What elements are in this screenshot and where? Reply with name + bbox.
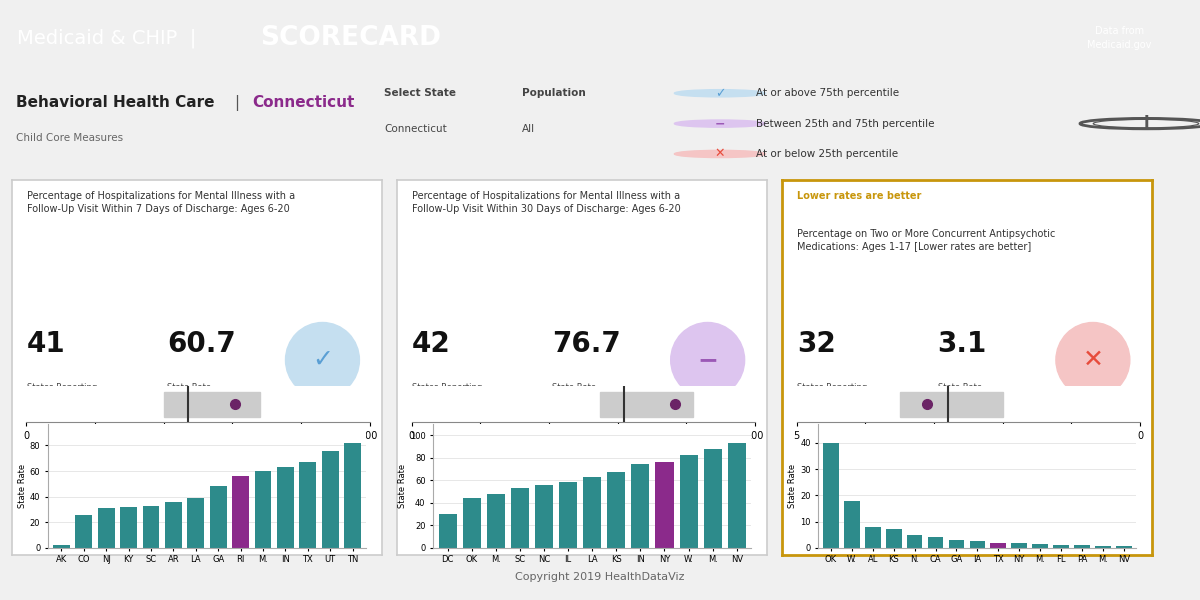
- Bar: [322, 451, 338, 548]
- Y-axis label: State Rate: State Rate: [398, 464, 407, 508]
- FancyBboxPatch shape: [600, 392, 694, 416]
- Bar: [1096, 546, 1111, 548]
- Bar: [559, 482, 577, 548]
- Bar: [1116, 547, 1132, 548]
- Circle shape: [674, 151, 766, 158]
- Text: 42: 42: [412, 330, 451, 358]
- Bar: [703, 449, 721, 548]
- Text: *across all populations: *across all populations: [797, 405, 876, 411]
- Bar: [886, 529, 901, 548]
- Bar: [907, 535, 923, 548]
- Text: 60.7: 60.7: [167, 330, 236, 358]
- Text: ✕: ✕: [715, 148, 725, 160]
- Bar: [166, 502, 182, 548]
- Bar: [607, 472, 625, 548]
- Bar: [679, 455, 697, 548]
- Text: Between 25th and 75th percentile: Between 25th and 75th percentile: [756, 119, 935, 128]
- Bar: [727, 443, 745, 548]
- Text: ✓: ✓: [715, 87, 725, 100]
- Bar: [631, 464, 649, 548]
- Bar: [98, 508, 115, 548]
- Bar: [120, 507, 137, 548]
- Bar: [53, 545, 70, 548]
- Text: 3.1: 3.1: [937, 330, 986, 358]
- Bar: [1032, 544, 1048, 548]
- Bar: [76, 515, 92, 548]
- Text: States Reporting: States Reporting: [412, 383, 482, 391]
- Text: State Rate: State Rate: [937, 383, 982, 391]
- Text: −: −: [697, 348, 718, 372]
- Text: Percentage of Hospitalizations for Mental Illness with a
Follow-Up Visit Within : Percentage of Hospitalizations for Menta…: [412, 191, 680, 214]
- Circle shape: [1056, 323, 1130, 397]
- Bar: [865, 527, 881, 548]
- Bar: [928, 538, 943, 548]
- Bar: [232, 476, 248, 548]
- Bar: [299, 462, 316, 548]
- Text: State Rate: State Rate: [552, 383, 596, 391]
- Text: Medicaid & CHIP  |: Medicaid & CHIP |: [17, 28, 209, 48]
- Bar: [210, 487, 227, 548]
- Circle shape: [674, 120, 766, 127]
- Bar: [535, 485, 553, 548]
- Bar: [990, 542, 1006, 548]
- Text: Behavioral Health Care: Behavioral Health Care: [16, 95, 214, 110]
- FancyBboxPatch shape: [163, 392, 259, 416]
- Text: *across all populations: *across all populations: [26, 405, 106, 411]
- Text: Connecticut: Connecticut: [384, 124, 446, 134]
- Text: ✓: ✓: [312, 348, 332, 372]
- Bar: [487, 494, 505, 548]
- Bar: [344, 443, 361, 548]
- Bar: [1054, 545, 1069, 548]
- Text: At or above 75th percentile: At or above 75th percentile: [756, 88, 899, 98]
- Bar: [254, 471, 271, 548]
- Bar: [970, 541, 985, 548]
- Bar: [511, 488, 529, 548]
- Text: −: −: [715, 117, 725, 130]
- Bar: [655, 462, 673, 548]
- Text: States Reporting: States Reporting: [797, 383, 868, 391]
- Bar: [277, 467, 294, 548]
- Bar: [1074, 545, 1090, 548]
- Text: ✕: ✕: [1082, 348, 1103, 372]
- Text: *across all populations: *across all populations: [412, 405, 491, 411]
- Y-axis label: State Rate: State Rate: [18, 464, 26, 508]
- Text: Data from
Medicaid.gov: Data from Medicaid.gov: [1087, 26, 1152, 50]
- Text: At or below 25th percentile: At or below 25th percentile: [756, 149, 898, 159]
- Bar: [583, 477, 601, 548]
- Text: 41: 41: [26, 330, 66, 358]
- Bar: [1012, 543, 1027, 548]
- Bar: [187, 498, 204, 548]
- Bar: [949, 540, 965, 548]
- Text: Child Core Measures: Child Core Measures: [16, 133, 122, 143]
- Bar: [463, 498, 481, 548]
- Text: Select State: Select State: [384, 88, 456, 98]
- Text: i: i: [1144, 115, 1148, 133]
- Text: Lower rates are better: Lower rates are better: [797, 191, 922, 201]
- Text: |: |: [234, 95, 239, 111]
- Circle shape: [671, 323, 745, 397]
- Bar: [823, 443, 839, 548]
- Text: State Rate: State Rate: [167, 383, 211, 391]
- Text: States Reporting: States Reporting: [26, 383, 97, 391]
- Text: Percentage of Hospitalizations for Mental Illness with a
Follow-Up Visit Within : Percentage of Hospitalizations for Menta…: [26, 191, 295, 214]
- Bar: [844, 500, 859, 548]
- Bar: [439, 514, 457, 548]
- Text: SCORECARD: SCORECARD: [260, 25, 442, 51]
- Text: Population: Population: [522, 88, 586, 98]
- Text: 32: 32: [797, 330, 836, 358]
- FancyBboxPatch shape: [900, 392, 1003, 416]
- Text: Connecticut: Connecticut: [252, 95, 354, 110]
- Text: All: All: [522, 124, 535, 134]
- Circle shape: [286, 323, 360, 397]
- Text: Copyright 2019 HealthDataViz: Copyright 2019 HealthDataViz: [515, 572, 685, 583]
- Bar: [143, 506, 160, 548]
- Text: 76.7: 76.7: [552, 330, 622, 358]
- Text: Percentage on Two or More Concurrent Antipsychotic
Medications: Ages 1-17 [Lower: Percentage on Two or More Concurrent Ant…: [797, 229, 1056, 252]
- Circle shape: [674, 89, 766, 97]
- Y-axis label: State Rate: State Rate: [788, 464, 797, 508]
